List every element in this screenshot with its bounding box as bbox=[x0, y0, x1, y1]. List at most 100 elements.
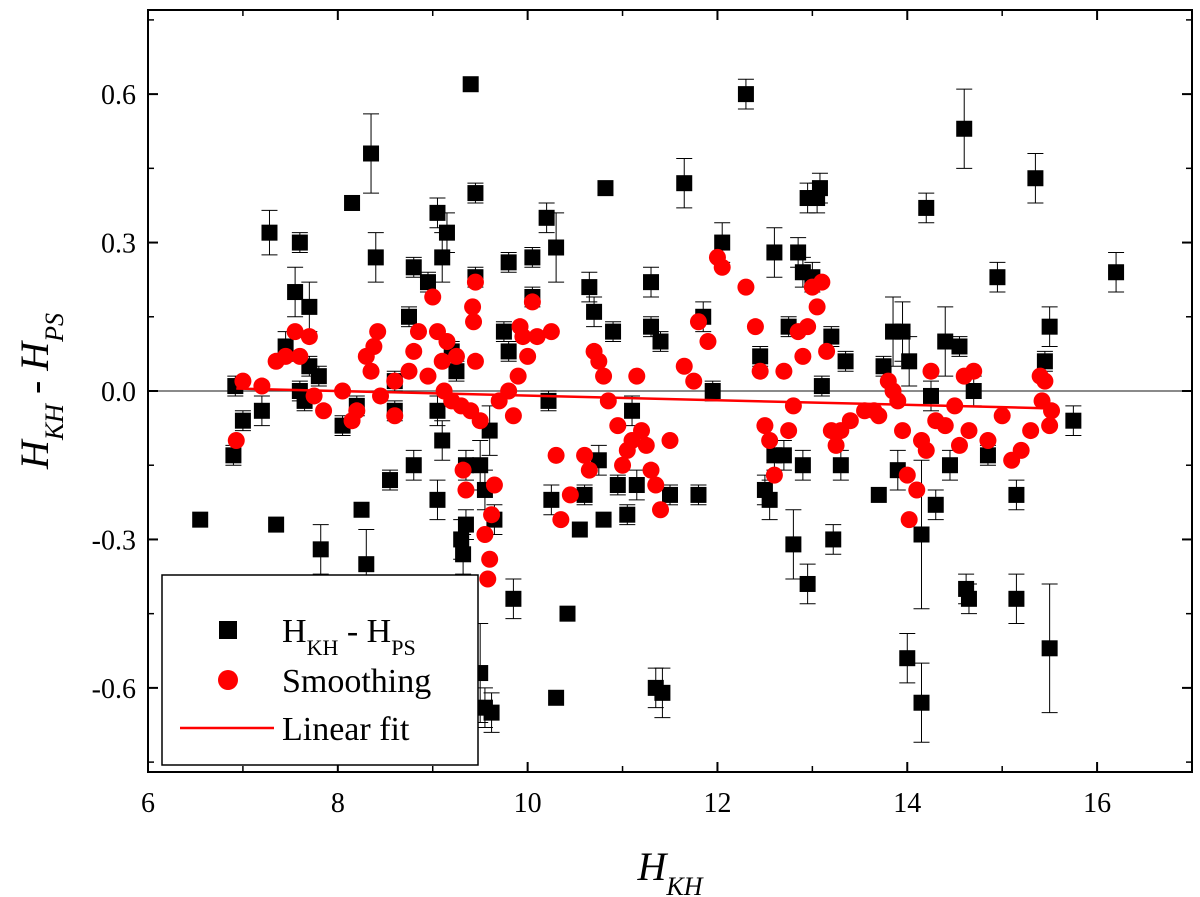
smoothing-point bbox=[277, 347, 295, 365]
y-axis-title-a: H bbox=[12, 438, 57, 470]
square-point bbox=[524, 249, 541, 266]
square-point bbox=[453, 531, 470, 548]
legend-entry-1-sep: - bbox=[338, 613, 366, 650]
square-point bbox=[287, 284, 304, 301]
smoothing-point bbox=[504, 407, 522, 425]
smoothing-point bbox=[464, 298, 482, 316]
square-point bbox=[1008, 590, 1025, 607]
x-tick-label: 6 bbox=[141, 788, 155, 819]
smoothing-point bbox=[599, 392, 617, 410]
square-point bbox=[1036, 353, 1053, 370]
square-point bbox=[429, 204, 446, 221]
square-point bbox=[1027, 170, 1044, 187]
smoothing-point bbox=[1022, 422, 1040, 440]
smoothing-point bbox=[234, 372, 252, 390]
smoothing-point bbox=[756, 417, 774, 435]
smoothing-point bbox=[965, 362, 983, 380]
square-point bbox=[401, 308, 417, 325]
square-point bbox=[605, 323, 622, 340]
smoothing-point bbox=[889, 392, 907, 410]
square-point bbox=[899, 650, 916, 667]
square-point bbox=[837, 353, 854, 370]
x-tick-label: 10 bbox=[514, 788, 542, 819]
legend-entry-1-a-sub: KH bbox=[307, 635, 339, 660]
legend-entry-2: Smoothing bbox=[282, 663, 431, 700]
smoothing-point bbox=[485, 476, 503, 494]
smoothing-point bbox=[894, 422, 912, 440]
square-point bbox=[766, 244, 783, 261]
smoothing-point bbox=[552, 511, 570, 529]
smoothing-point bbox=[794, 347, 812, 365]
square-point bbox=[505, 590, 522, 607]
square-point bbox=[960, 590, 977, 607]
square-point bbox=[455, 546, 472, 563]
square-point bbox=[989, 269, 1006, 286]
smoothing-point bbox=[993, 407, 1011, 425]
square-point bbox=[1108, 264, 1125, 281]
square-point bbox=[654, 684, 671, 701]
smoothing-point bbox=[1012, 441, 1030, 459]
smoothing-point bbox=[775, 362, 793, 380]
smoothing-point bbox=[628, 367, 646, 385]
square-point bbox=[457, 516, 474, 533]
square-point bbox=[799, 575, 816, 592]
legend-box bbox=[161, 574, 479, 766]
square-point bbox=[714, 234, 731, 251]
square-point bbox=[894, 323, 911, 340]
square-point bbox=[291, 234, 308, 251]
x-tick-label: 14 bbox=[893, 788, 921, 819]
y-tick-label: 0.6 bbox=[101, 80, 136, 111]
square-point bbox=[619, 506, 636, 523]
smoothing-point bbox=[476, 525, 494, 543]
square-point bbox=[429, 402, 446, 419]
smoothing-point bbox=[447, 347, 465, 365]
square-point bbox=[448, 363, 465, 380]
legend-square-marker bbox=[219, 621, 237, 639]
smoothing-point bbox=[419, 367, 437, 385]
smoothing-point bbox=[661, 431, 679, 449]
square-point bbox=[941, 457, 958, 474]
square-point bbox=[790, 244, 807, 261]
smoothing-point bbox=[479, 570, 497, 588]
smoothing-point bbox=[813, 273, 831, 291]
smoothing-point bbox=[253, 377, 271, 395]
square-point bbox=[913, 694, 930, 711]
square-point bbox=[538, 209, 555, 226]
smoothing-point bbox=[799, 318, 817, 336]
square-point bbox=[405, 457, 422, 474]
legend-entry-1: HKH - HPS bbox=[282, 613, 416, 660]
square-point bbox=[761, 491, 778, 508]
square-point bbox=[192, 511, 209, 528]
smoothing-point bbox=[841, 412, 859, 430]
smoothing-point bbox=[713, 258, 731, 276]
square-point bbox=[253, 402, 270, 419]
square-point bbox=[901, 353, 918, 370]
plot-area bbox=[148, 76, 1192, 743]
smoothing-point bbox=[647, 476, 665, 494]
smoothing-point bbox=[737, 278, 755, 296]
smoothing-point bbox=[637, 436, 655, 454]
square-point bbox=[581, 279, 598, 296]
square-point bbox=[775, 447, 792, 464]
smoothing-point bbox=[386, 407, 404, 425]
square-point bbox=[576, 486, 593, 503]
square-point bbox=[301, 298, 318, 315]
square-point bbox=[419, 274, 436, 291]
square-point bbox=[312, 541, 329, 558]
square-point bbox=[483, 704, 500, 721]
square-point bbox=[434, 432, 451, 449]
smoothing-point bbox=[590, 352, 608, 370]
square-point bbox=[937, 333, 954, 350]
smoothing-point bbox=[386, 372, 404, 390]
smoothing-point bbox=[481, 550, 499, 568]
smoothing-point bbox=[652, 501, 670, 519]
square-point bbox=[628, 477, 645, 494]
square-point bbox=[965, 383, 982, 399]
smoothing-point bbox=[595, 367, 613, 385]
smoothing-point bbox=[424, 288, 442, 306]
y-axis-title-b: H bbox=[12, 340, 57, 372]
square-point bbox=[643, 318, 660, 335]
smoothing-point bbox=[936, 417, 954, 435]
square-point bbox=[500, 254, 517, 271]
y-tick-label: -0.6 bbox=[92, 674, 136, 705]
